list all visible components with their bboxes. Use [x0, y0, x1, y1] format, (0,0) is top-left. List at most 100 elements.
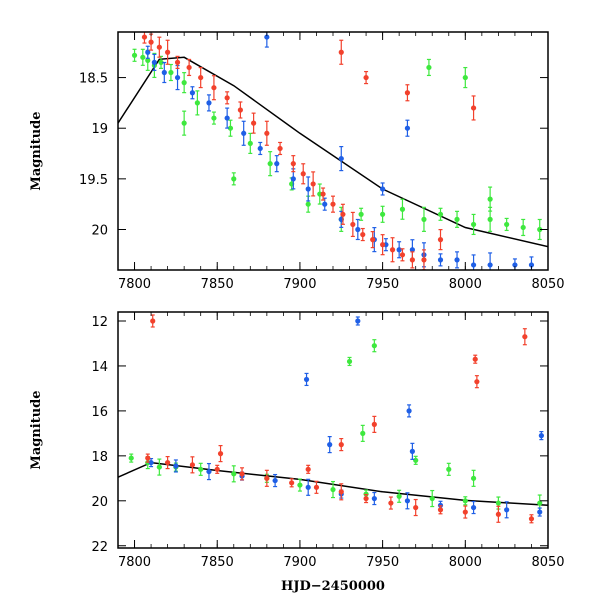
- blue-data-point: [148, 459, 154, 466]
- blue-data-point: [371, 495, 377, 502]
- panel-bottom: 7800 7850 7900 7950 8000 8050 12 14 16 18 20 22 Mag…: [29, 311, 565, 594]
- y-tick-label: 22: [91, 540, 108, 555]
- blue-data-point: [257, 145, 263, 152]
- red-data-point: [338, 442, 344, 448]
- red-data-point: [224, 95, 230, 101]
- red-data-point: [264, 130, 270, 136]
- blue-data-point: [272, 477, 278, 484]
- top-plot-area: [118, 32, 548, 270]
- green-data-point: [446, 466, 452, 472]
- blue-data-point: [528, 262, 535, 268]
- blue-data-point: [380, 186, 386, 192]
- blue-data-point: [322, 201, 328, 207]
- green-data-point: [231, 471, 237, 477]
- blue-data-point: [409, 247, 415, 253]
- blue-data-point: [537, 509, 543, 515]
- blue-data-point: [404, 498, 411, 504]
- panel-top: 7800 7850 7900 7950 8000 8050 18.5 19 19.5 20 Mag…: [29, 31, 565, 292]
- red-data-point: [363, 495, 369, 502]
- green-data-point: [168, 69, 174, 76]
- red-data-point: [421, 257, 427, 263]
- red-data-point: [495, 511, 501, 517]
- red-data-point: [528, 516, 535, 522]
- x-tick-label: 7800: [118, 555, 151, 570]
- red-data-point: [522, 334, 528, 340]
- red-data-point: [198, 74, 204, 81]
- blue-data-point: [454, 257, 460, 263]
- red-data-point: [338, 489, 344, 495]
- green-data-point: [537, 226, 543, 233]
- green-data-point: [421, 216, 427, 222]
- green-data-point: [371, 343, 377, 349]
- bottom-plot-area: [118, 314, 548, 524]
- green-data-point: [520, 224, 526, 231]
- blue-data-point: [274, 161, 280, 167]
- y-tick-label: 19.5: [79, 173, 108, 188]
- blue-data-point: [406, 408, 412, 414]
- blue-data-point: [538, 433, 544, 439]
- red-data-point: [174, 59, 181, 65]
- green-data-point: [495, 500, 501, 506]
- red-data-point: [290, 161, 296, 167]
- red-data-point: [186, 64, 192, 71]
- green-data-point: [198, 466, 204, 472]
- blue-data-point: [224, 115, 230, 121]
- green-data-point: [297, 482, 303, 488]
- blue-data-point: [264, 34, 270, 40]
- blue-data-point: [173, 463, 179, 469]
- top-y-axis-title: Magnitude: [29, 111, 44, 190]
- blue-data-point: [470, 262, 477, 268]
- red-data-point: [300, 171, 306, 177]
- green-data-point: [399, 206, 406, 212]
- red-data-point: [330, 201, 336, 207]
- green-data-point: [396, 493, 402, 499]
- green-data-point: [158, 59, 164, 65]
- red-data-point: [404, 90, 411, 96]
- blue-data-point: [305, 186, 311, 192]
- blue-data-point: [338, 155, 344, 162]
- red-data-point: [239, 471, 245, 477]
- x-tick-label: 7800: [118, 277, 151, 292]
- green-data-point: [504, 221, 510, 228]
- red-data-point: [472, 356, 478, 362]
- red-data-point: [237, 107, 243, 113]
- blue-data-point: [396, 247, 402, 253]
- blue-data-point: [151, 59, 157, 65]
- green-data-point: [247, 140, 253, 147]
- red-data-point: [165, 49, 171, 55]
- red-data-point: [141, 34, 148, 40]
- red-data-point: [389, 247, 396, 253]
- y-tick-label: 20: [91, 495, 108, 510]
- blue-data-point: [355, 226, 361, 233]
- red-data-point: [165, 459, 171, 466]
- blue-data-point: [409, 448, 415, 454]
- blue-data-point: [145, 49, 151, 55]
- red-data-point: [156, 44, 162, 50]
- red-data-point: [214, 466, 220, 472]
- y-tick-label: 20: [91, 223, 108, 238]
- y-tick-label: 12: [91, 315, 108, 330]
- top-axes: 7800 7850 7900 7950 8000 8050 18.5 19 19.5 20: [79, 32, 565, 292]
- x-tick-label: 8000: [449, 555, 482, 570]
- red-data-point: [388, 500, 394, 506]
- x-tick-label: 8050: [531, 277, 564, 292]
- green-data-point: [156, 464, 162, 470]
- bottom-axes: 7800 7850 7900 7950 8000 8050 12 14 16 18 20 22: [91, 312, 565, 570]
- blue-data-point: [437, 257, 444, 263]
- red-data-point: [462, 509, 468, 515]
- red-data-point: [189, 462, 196, 468]
- green-data-point: [413, 457, 419, 463]
- red-data-point: [380, 242, 386, 248]
- red-data-point: [313, 484, 320, 490]
- green-data-point: [181, 120, 187, 126]
- y-tick-label: 18.5: [79, 72, 108, 87]
- green-data-point: [267, 161, 273, 167]
- y-tick-label: 16: [91, 405, 108, 420]
- blue-data-point: [512, 262, 518, 268]
- red-data-point: [399, 252, 406, 258]
- blue-data-point: [189, 90, 196, 96]
- red-data-point: [211, 85, 217, 91]
- x-tick-label: 7850: [201, 555, 234, 570]
- top-frame: [117, 31, 549, 271]
- red-data-point: [217, 451, 224, 457]
